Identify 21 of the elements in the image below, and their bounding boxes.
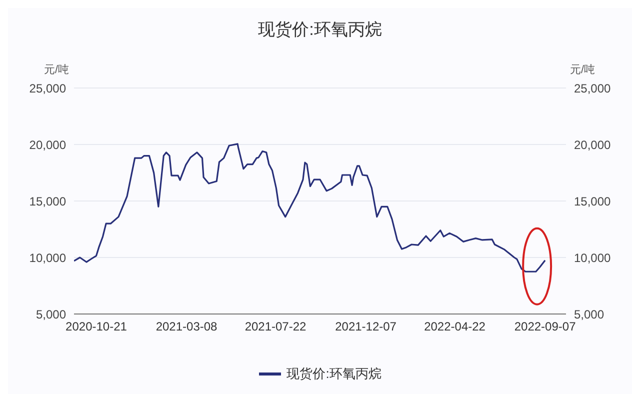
line-series — [74, 143, 546, 272]
x-tick-label: 2022-04-22 — [424, 320, 486, 334]
y-tick-label: 10,000 — [29, 250, 66, 265]
x-tick-label: 2021-03-08 — [156, 320, 218, 334]
x-tick-label: 2021-12-07 — [335, 320, 397, 334]
y2-tick-label: 15,000 — [574, 194, 612, 208]
x-tick-label: 2022-09-07 — [514, 320, 576, 334]
y2-tick-label: 20,000 — [574, 138, 612, 152]
legend-label: 现货价:环氧丙烷 — [286, 365, 382, 383]
y-tick-label: 15,000 — [29, 194, 66, 208]
y2-axis-title: 元/吨 — [570, 63, 596, 77]
y2-tick-label: 10,000 — [574, 250, 612, 265]
x-tick-label: 2021-07-22 — [244, 320, 307, 334]
y-tick-label: 20,000 — [29, 138, 66, 152]
y-axis-title: 元/吨 — [44, 63, 70, 77]
y-tick-label: 5,000 — [36, 307, 66, 322]
y2-tick-label: 5,000 — [574, 307, 604, 322]
y2-tick-label: 25,000 — [574, 81, 612, 96]
x-tick-label: 2020-10-21 — [66, 320, 128, 334]
chart-title: 现货价:环氧丙烷 — [257, 19, 383, 41]
y-tick-label: 25,000 — [29, 81, 66, 96]
